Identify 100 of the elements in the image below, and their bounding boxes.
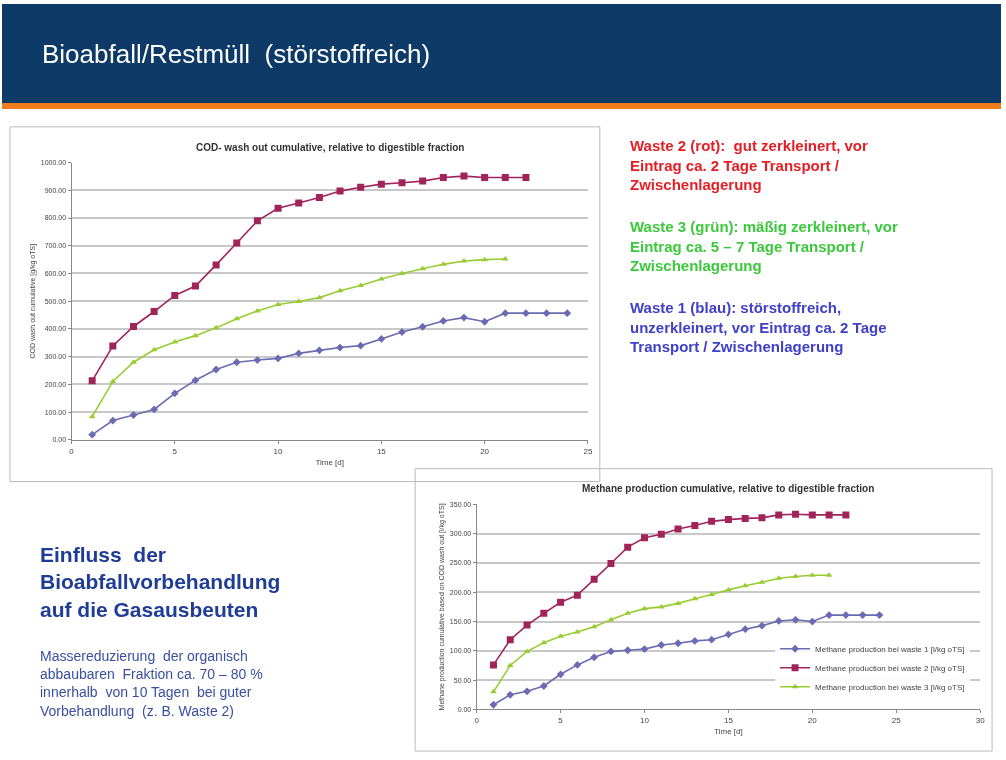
point	[858, 611, 867, 619]
x-tick-label: 25	[583, 446, 593, 456]
point	[170, 389, 179, 398]
x-tick-label: 0	[69, 446, 75, 456]
point	[130, 359, 137, 364]
point	[150, 308, 158, 316]
text: Einfluss der Bioabfallvorbehandlung auf die Gasausbeuten	[40, 543, 281, 621]
point	[481, 256, 489, 262]
point	[501, 174, 509, 182]
point	[758, 621, 766, 630]
point	[233, 239, 241, 247]
point	[825, 511, 833, 519]
point	[741, 514, 749, 522]
point	[489, 661, 497, 669]
point	[336, 343, 344, 352]
point	[623, 646, 632, 655]
point	[523, 687, 531, 696]
x-tick-label: 10	[273, 446, 284, 456]
point	[460, 313, 468, 322]
point	[758, 514, 766, 522]
point	[129, 411, 138, 419]
point	[253, 217, 261, 225]
point	[489, 700, 498, 709]
point	[232, 358, 241, 367]
text: Bioabfall/Restmüll (störstoffreich)	[42, 39, 431, 69]
point	[522, 309, 530, 318]
x-tick-label: 10	[640, 716, 650, 726]
point	[108, 416, 117, 425]
point	[315, 294, 323, 300]
point	[707, 635, 716, 644]
point	[315, 193, 323, 201]
point	[295, 298, 303, 304]
text: Waste 1 (blau): störstoffreich, unzerkleinert, vor Eintrag ca. 2 Tage Transport / Zwischenlagerung	[630, 299, 887, 355]
point	[336, 187, 344, 195]
point	[539, 682, 548, 690]
point	[191, 332, 199, 338]
point	[274, 204, 282, 212]
point	[294, 349, 303, 358]
point	[774, 617, 783, 625]
point	[506, 636, 514, 644]
point	[419, 177, 427, 185]
point	[556, 670, 565, 679]
x-tick-label: 30	[975, 716, 986, 726]
point	[563, 309, 572, 318]
point	[253, 356, 262, 364]
point	[808, 617, 817, 626]
point	[523, 621, 531, 629]
x-tick-label: 0	[474, 716, 480, 726]
chart-title: Methane production cumulative, relative to digestible fraction	[582, 483, 875, 494]
point	[506, 690, 515, 699]
point	[109, 342, 117, 350]
point	[640, 645, 649, 653]
point	[542, 309, 551, 318]
point	[377, 335, 386, 343]
point	[607, 647, 615, 656]
point	[808, 511, 816, 519]
point	[624, 543, 632, 551]
legend-label: Methane production bei waste 2 [l/kg oTS]	[815, 663, 965, 673]
point	[191, 376, 200, 385]
point	[842, 511, 850, 519]
point	[274, 354, 282, 363]
point	[191, 282, 199, 290]
x-tick-label: 20	[480, 446, 490, 456]
point	[607, 560, 615, 568]
point	[590, 653, 599, 662]
point	[691, 521, 699, 529]
point	[480, 317, 489, 326]
point	[791, 615, 800, 624]
x-tick-label: 5	[172, 446, 178, 456]
point	[573, 661, 582, 669]
point	[573, 591, 581, 599]
point	[357, 183, 365, 191]
point	[439, 317, 448, 325]
point	[88, 430, 97, 439]
chart-title: COD- wash out cumulative, relative to digestible fraction	[196, 142, 465, 153]
point	[724, 630, 733, 639]
x-tick-label: 25	[891, 716, 902, 726]
point	[708, 517, 716, 525]
point	[657, 530, 665, 538]
point	[129, 322, 137, 330]
point	[460, 172, 468, 180]
point	[212, 261, 220, 269]
x-tick-label: 15	[376, 446, 387, 456]
point	[212, 365, 220, 374]
point	[398, 179, 406, 187]
x-tick-label: 15	[723, 716, 734, 726]
point	[875, 611, 884, 619]
point	[657, 641, 666, 649]
x-axis-title: Time [d]	[714, 727, 743, 737]
point	[171, 291, 179, 299]
point	[792, 573, 799, 578]
point	[792, 510, 800, 518]
point	[418, 322, 427, 331]
point	[522, 174, 530, 182]
point	[674, 639, 682, 648]
point	[481, 174, 489, 182]
point	[724, 516, 732, 524]
x-tick-label: 5	[558, 716, 564, 726]
point	[274, 301, 282, 307]
point	[775, 511, 783, 519]
